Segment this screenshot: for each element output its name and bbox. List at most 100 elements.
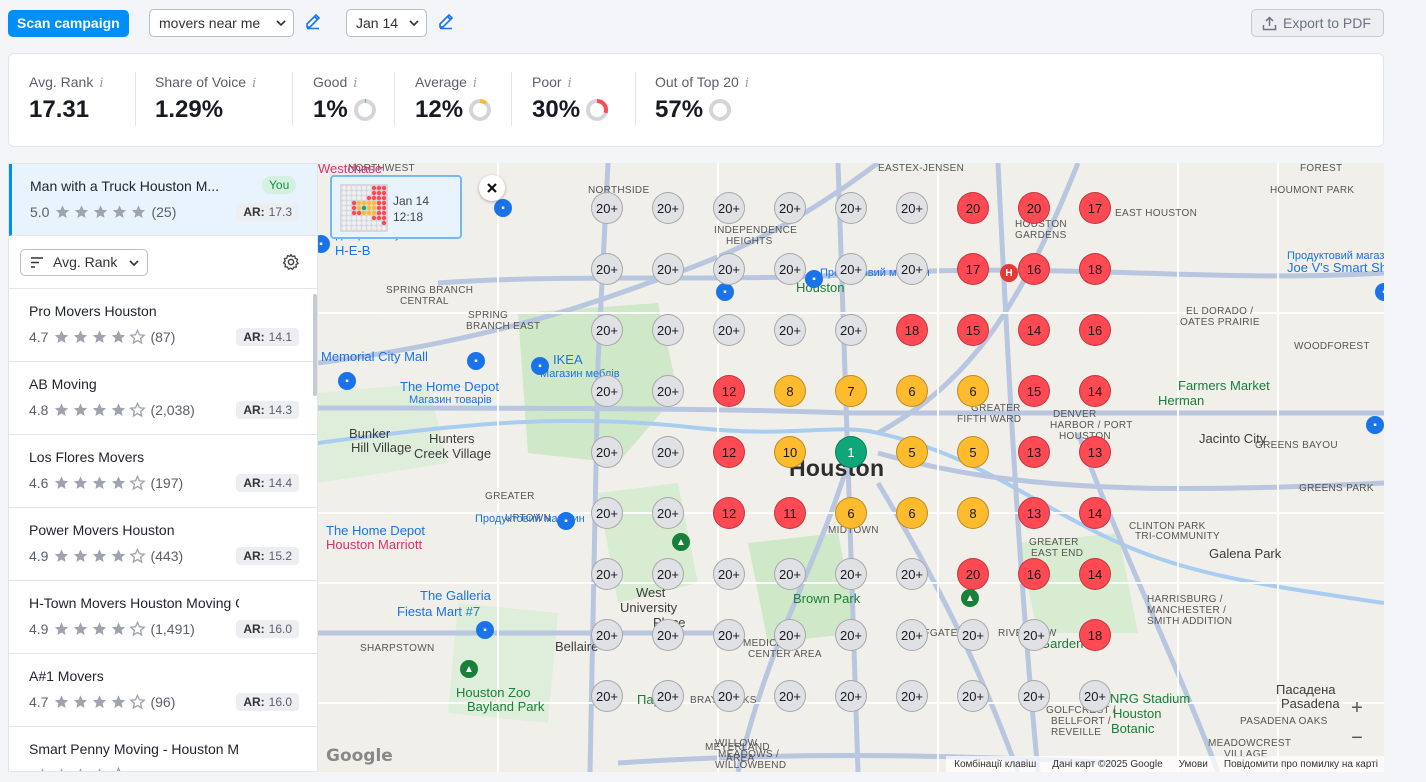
grid-rank-point[interactable]: 20+ [652,192,684,224]
store-pin-icon[interactable]: ▪ [476,621,494,639]
grid-rank-point[interactable]: 13 [1018,497,1050,529]
grid-rank-point[interactable]: 12 [713,375,745,407]
zoom-out-button[interactable]: − [1351,727,1363,749]
grid-rank-point[interactable]: 20+ [591,314,623,346]
grid-rank-point[interactable]: 18 [1079,253,1111,285]
grid-rank-point[interactable]: 6 [957,375,989,407]
keyword-select[interactable]: movers near me [149,9,294,37]
grid-rank-point[interactable]: 20+ [774,314,806,346]
grid-rank-point[interactable]: 20+ [713,192,745,224]
grid-rank-point[interactable]: 20+ [774,680,806,712]
store-pin-icon[interactable]: ▪ [531,357,549,375]
grid-rank-point[interactable]: 17 [957,253,989,285]
grid-rank-point[interactable]: 20+ [591,558,623,590]
store-pin-icon[interactable]: ▪ [716,283,734,301]
grid-rank-point[interactable]: 20+ [1079,680,1111,712]
grid-rank-point[interactable]: 6 [835,497,867,529]
grid-rank-point[interactable]: 20+ [957,680,989,712]
info-icon[interactable]: i [567,76,572,91]
grid-rank-point[interactable]: 20+ [1018,619,1050,651]
grid-rank-point[interactable]: 20+ [713,558,745,590]
export-pdf-button[interactable]: Export to PDF [1251,9,1384,37]
grid-rank-point[interactable]: 16 [1079,314,1111,346]
list-item[interactable]: Smart Penny Moving - Houston Mo... [9,727,317,771]
grid-rank-point[interactable]: 8 [957,497,989,529]
grid-rank-point[interactable]: 16 [1018,558,1050,590]
info-icon[interactable]: i [99,76,104,91]
list-item[interactable]: Pro Movers Houston 4.7 (87) AR: 14.1 [9,289,317,362]
grid-rank-point[interactable]: 15 [957,314,989,346]
grid-rank-point[interactable]: 20+ [896,558,928,590]
sort-select[interactable]: Avg. Rank [20,249,148,276]
grid-rank-point[interactable]: 14 [1079,558,1111,590]
grid-rank-point[interactable]: 20+ [591,375,623,407]
grid-rank-point[interactable]: 10 [774,436,806,468]
grid-rank-point[interactable]: 20+ [713,253,745,285]
grid-rank-point[interactable]: 20+ [835,619,867,651]
grid-rank-point[interactable]: 20 [957,192,989,224]
rank-grid-map[interactable]: NORTHWEST NORTHSIDE EASTEX-JENSEN FOREST HOU… [318,163,1384,772]
store-pin-icon[interactable]: ▪ [494,199,512,217]
grid-rank-point[interactable]: 14 [1018,314,1050,346]
grid-rank-point[interactable]: 20+ [835,314,867,346]
edit-keyword-pencil-icon[interactable] [304,12,322,30]
gear-icon[interactable] [282,253,300,271]
grid-rank-point[interactable]: 14 [1079,497,1111,529]
grid-rank-point[interactable]: 20+ [896,619,928,651]
grid-rank-point[interactable]: 15 [1018,375,1050,407]
grid-rank-point[interactable]: 6 [896,375,928,407]
scrollbar[interactable] [313,294,317,396]
park-pin-icon[interactable]: ▲ [961,589,979,607]
grid-rank-point[interactable]: 8 [774,375,806,407]
list-item[interactable]: Los Flores Movers 4.6 (197) AR: 14.4 [9,435,317,508]
info-icon[interactable]: i [353,76,358,91]
grid-rank-point[interactable]: 20+ [591,680,623,712]
grid-rank-point[interactable]: 18 [896,314,928,346]
grid-rank-point[interactable]: 20+ [774,558,806,590]
edit-date-pencil-icon[interactable] [437,12,455,30]
grid-rank-point[interactable]: 20+ [591,436,623,468]
scan-campaign-button[interactable]: Scan campaign [8,10,129,37]
info-icon[interactable]: i [472,76,478,91]
grid-rank-point[interactable]: 6 [896,497,928,529]
grid-rank-point[interactable]: 20+ [835,680,867,712]
grid-rank-point[interactable]: 20+ [713,680,745,712]
grid-rank-point[interactable]: 17 [1079,192,1111,224]
grid-rank-point[interactable]: 18 [1079,619,1111,651]
grid-rank-point[interactable]: 20+ [591,497,623,529]
grid-rank-point[interactable]: 20 [957,558,989,590]
self-business-item[interactable]: Man with a Truck Houston M... You 5.0 (2… [9,164,317,236]
keyboard-shortcuts-link[interactable]: Комбінації клавіш [954,758,1037,770]
zoom-in-button[interactable]: + [1351,697,1363,719]
park-pin-icon[interactable]: ▲ [672,533,690,551]
grid-rank-point[interactable]: 20+ [957,619,989,651]
store-pin-icon[interactable]: ▪ [338,372,356,390]
scan-thumbnail-card[interactable]: Jan 14 12:18 [330,175,462,239]
grid-rank-point[interactable]: 20 [1018,192,1050,224]
grid-rank-point[interactable]: 20+ [835,558,867,590]
grid-rank-point[interactable]: 20+ [774,192,806,224]
list-item[interactable]: AB Moving 4.8 (2,038) AR: 14.3 [9,362,317,435]
list-item[interactable]: Power Movers Houston 4.9 (443) AR: 15.2 [9,508,317,581]
grid-rank-point[interactable]: 20+ [652,375,684,407]
grid-rank-point[interactable]: 1 [835,436,867,468]
grid-rank-point[interactable]: 20+ [652,253,684,285]
grid-rank-point[interactable]: 20+ [1018,680,1050,712]
list-item[interactable]: H-Town Movers Houston Moving C... 4.9 (1,… [9,581,317,654]
grid-rank-point[interactable]: 20+ [774,253,806,285]
grid-rank-point[interactable]: 12 [713,436,745,468]
store-pin-icon[interactable]: ▪ [1375,283,1384,301]
store-pin-icon[interactable]: ▪ [467,352,485,370]
grid-rank-point[interactable]: 20+ [591,192,623,224]
park-pin-icon[interactable]: ▲ [460,660,478,678]
store-pin-icon[interactable]: ▪ [805,270,823,288]
store-pin-icon[interactable]: ▪ [557,512,575,530]
grid-rank-point[interactable]: 20+ [896,192,928,224]
grid-rank-point[interactable]: 20+ [652,558,684,590]
grid-rank-point[interactable]: 20+ [774,619,806,651]
hospital-pin-icon[interactable]: H [1000,264,1018,282]
info-icon[interactable]: i [744,76,749,91]
grid-rank-point[interactable]: 20+ [652,497,684,529]
info-icon[interactable]: i [252,76,257,91]
grid-rank-point[interactable]: 20+ [896,253,928,285]
